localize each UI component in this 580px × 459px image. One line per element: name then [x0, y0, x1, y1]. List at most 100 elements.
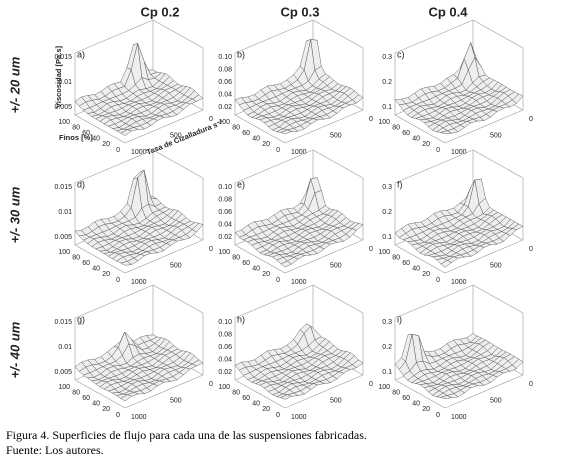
- fines-tick-label: 20: [262, 141, 270, 148]
- axis-box: [74, 379, 126, 409]
- axis-box: [74, 244, 126, 274]
- row-header: +/- 30 um: [7, 186, 22, 243]
- z-tick-label: 0.02: [218, 234, 232, 241]
- surface-cell: [440, 130, 453, 135]
- surface-cell: [120, 129, 132, 136]
- rate-tick-label: 1000: [291, 279, 307, 286]
- z-tick-label: 0.06: [218, 344, 232, 351]
- rate-tick-label: 1000: [451, 414, 467, 421]
- rate-tick-label: 1000: [291, 149, 307, 156]
- fines-tick-label: 0: [436, 147, 440, 154]
- axis-box: [74, 149, 154, 184]
- fines-tick-label: 0: [436, 277, 440, 284]
- rate-tick-label: 0: [209, 246, 213, 253]
- surface-cell: [120, 261, 133, 266]
- axis-box: [124, 374, 204, 409]
- axis-box: [394, 19, 474, 54]
- fines-tick-label: 40: [412, 401, 420, 408]
- fines-tick-label: 0: [276, 147, 280, 154]
- panel-label: c): [397, 49, 405, 59]
- fines-tick-label: 0: [436, 412, 440, 419]
- z-tick-label: 0.08: [218, 196, 232, 203]
- axis-box: [284, 239, 364, 274]
- fines-tick-label: 100: [378, 119, 390, 126]
- fines-tick-label: 40: [252, 401, 260, 408]
- caption: Figura 4. Superficies de flujo para cada…: [6, 428, 367, 442]
- axis-box: [394, 149, 474, 184]
- axis-box: [394, 379, 446, 409]
- axis-box: [234, 244, 286, 274]
- axis-title: Viscosidad [Pa.s]: [54, 46, 63, 108]
- z-tick-label: 0.015: [54, 184, 72, 191]
- fines-tick-label: 20: [102, 406, 110, 413]
- rate-tick-label: 0: [529, 246, 533, 253]
- z-tick-label: 0.02: [218, 104, 232, 111]
- fines-tick-label: 80: [232, 389, 240, 396]
- fines-tick-label: 80: [392, 254, 400, 261]
- surface-cell: [280, 129, 293, 135]
- axis-box: [124, 109, 204, 144]
- axis-box: [234, 19, 314, 54]
- fines-tick-label: 60: [82, 395, 90, 402]
- fines-tick-label: 60: [82, 260, 90, 267]
- fines-tick-label: 100: [378, 249, 390, 256]
- z-tick-label: 0.3: [382, 319, 392, 326]
- fines-tick-label: 20: [262, 406, 270, 413]
- fines-tick-label: 20: [262, 271, 270, 278]
- fines-tick-label: 60: [402, 395, 410, 402]
- z-tick-label: 0.1: [382, 369, 392, 376]
- fines-tick-label: 100: [58, 249, 70, 256]
- panel-label: i): [397, 314, 402, 324]
- fines-tick-label: 80: [72, 389, 80, 396]
- fines-tick-label: 20: [102, 271, 110, 278]
- axis-box: [444, 374, 524, 409]
- axis-box: [234, 379, 286, 409]
- fines-tick-label: 100: [218, 119, 230, 126]
- axis-box: [472, 149, 524, 179]
- axis-box: [472, 284, 524, 314]
- z-tick-label: 0.01: [58, 344, 72, 351]
- panel-label: g): [77, 314, 85, 324]
- axis-box: [312, 19, 364, 49]
- panel-label: f): [397, 179, 403, 189]
- rate-tick-label: 1000: [131, 414, 147, 421]
- fines-tick-label: 60: [242, 130, 250, 137]
- fines-tick-label: 20: [102, 141, 110, 148]
- z-tick-label: 0.04: [218, 356, 232, 363]
- fines-tick-label: 80: [232, 254, 240, 261]
- rate-tick-label: 500: [330, 132, 342, 139]
- rate-tick-label: 500: [330, 397, 342, 404]
- axis-box: [284, 374, 364, 409]
- fines-tick-label: 40: [92, 136, 100, 143]
- rate-tick-label: 500: [490, 132, 502, 139]
- fines-tick-label: 60: [402, 260, 410, 267]
- axis-box: [394, 284, 474, 319]
- axis-box: [74, 284, 154, 319]
- rate-tick-label: 0: [369, 246, 373, 253]
- rate-tick-label: 500: [490, 397, 502, 404]
- z-tick-label: 0.2: [382, 344, 392, 351]
- axis-box: [234, 149, 314, 184]
- rate-tick-label: 500: [170, 262, 182, 269]
- rate-tick-label: 1000: [451, 279, 467, 286]
- column-header: Cp 0.3: [280, 4, 319, 19]
- surface-cell: [280, 260, 292, 268]
- rate-tick-label: 500: [330, 262, 342, 269]
- rate-tick-label: 500: [490, 262, 502, 269]
- fines-tick-label: 40: [92, 266, 100, 273]
- fines-tick-label: 0: [116, 277, 120, 284]
- axis-box: [444, 109, 524, 144]
- axis-box: [472, 19, 524, 49]
- rate-tick-label: 0: [529, 116, 533, 123]
- rate-tick-label: 1000: [451, 149, 467, 156]
- fines-tick-label: 0: [116, 412, 120, 419]
- fines-tick-label: 20: [422, 141, 430, 148]
- fines-tick-label: 60: [242, 395, 250, 402]
- panel-label: b): [237, 49, 245, 59]
- fines-tick-label: 80: [232, 124, 240, 131]
